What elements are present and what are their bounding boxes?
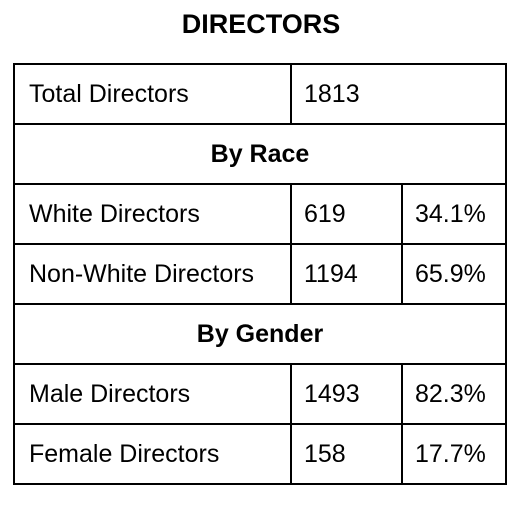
page-title: DIRECTORS bbox=[181, 9, 341, 39]
total-directors-value: 1813 bbox=[290, 63, 507, 125]
row-percent: 17.7% bbox=[401, 423, 507, 485]
row-count: 1194 bbox=[290, 243, 403, 305]
row-percent: 65.9% bbox=[401, 243, 507, 305]
table-row-total: Total Directors 1813 bbox=[13, 63, 507, 125]
row-label: Non-White Directors bbox=[13, 243, 292, 305]
section-header-row: By Gender bbox=[13, 303, 507, 365]
row-label: Male Directors bbox=[13, 363, 292, 425]
row-count: 619 bbox=[290, 183, 403, 245]
row-percent: 82.3% bbox=[401, 363, 507, 425]
table-row: Male Directors 1493 82.3% bbox=[13, 363, 507, 425]
section-header-row: By Race bbox=[13, 123, 507, 185]
total-directors-label: Total Directors bbox=[13, 63, 292, 125]
row-count: 158 bbox=[290, 423, 403, 485]
row-count: 1493 bbox=[290, 363, 403, 425]
table-row: Non-White Directors 1194 65.9% bbox=[13, 243, 507, 305]
row-percent: 34.1% bbox=[401, 183, 507, 245]
table-row: Female Directors 158 17.7% bbox=[13, 423, 507, 485]
directors-table: Total Directors 1813 By Race White Direc… bbox=[13, 63, 507, 485]
table-row: White Directors 619 34.1% bbox=[13, 183, 507, 245]
section-heading-race: By Race bbox=[13, 123, 507, 185]
section-heading-gender: By Gender bbox=[13, 303, 507, 365]
row-label: Female Directors bbox=[13, 423, 292, 485]
row-label: White Directors bbox=[13, 183, 292, 245]
